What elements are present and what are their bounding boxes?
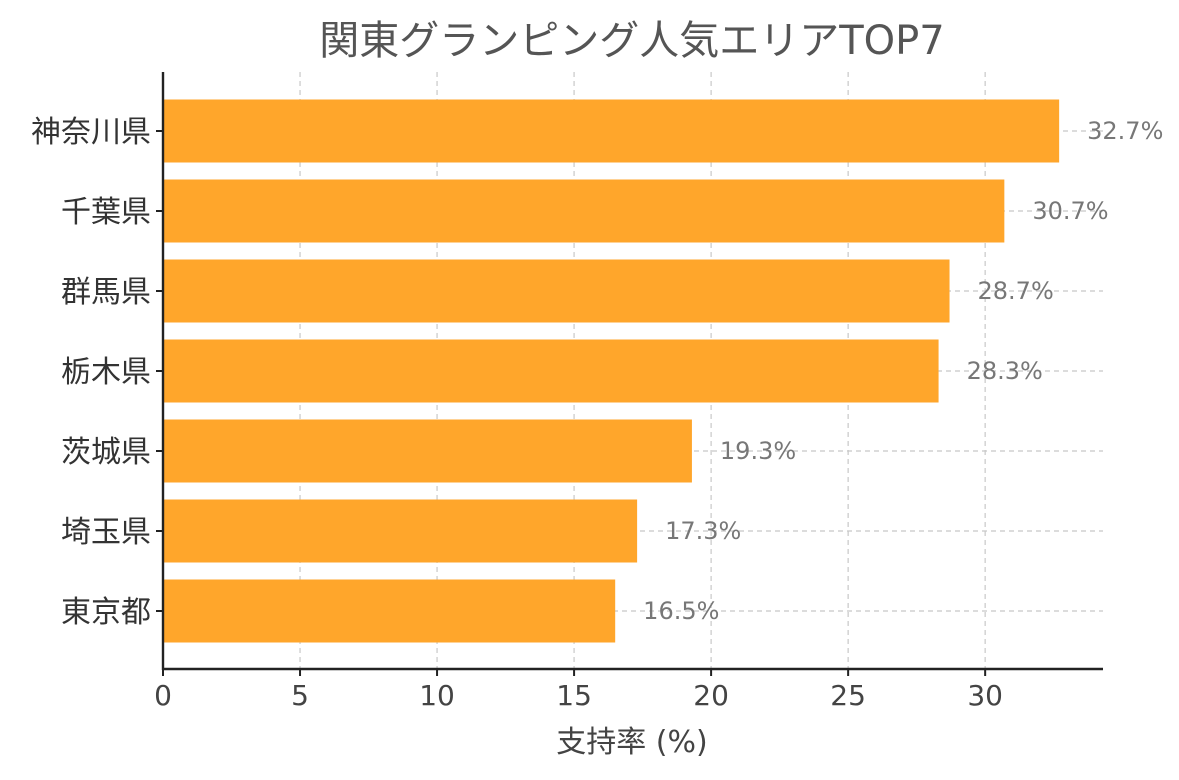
- x-tick-label: 20: [693, 679, 729, 712]
- data-label: 28.7%: [978, 277, 1054, 305]
- data-label-layer: 32.7% 30.7% 28.7% 28.3% 19.3% 17.3% 16.5%: [643, 117, 1163, 625]
- y-tick-label: 栃木県: [61, 355, 151, 390]
- x-tick-label: 30: [967, 679, 1003, 712]
- data-label: 19.3%: [720, 437, 796, 465]
- data-label: 30.7%: [1032, 197, 1108, 225]
- y-tick-label: 埼玉県: [61, 515, 151, 550]
- data-label: 17.3%: [665, 517, 741, 545]
- x-tick-label: 0: [154, 679, 172, 712]
- bar-layer: [163, 99, 1060, 643]
- chart-title: 関東グランピング人気エリアTOP7: [319, 18, 945, 64]
- x-tick-label: 25: [830, 679, 866, 712]
- bar: [163, 179, 1005, 243]
- y-tick-label: 神奈川県: [31, 115, 151, 150]
- bar: [163, 339, 939, 403]
- x-tick-label: 15: [556, 679, 592, 712]
- bar: [163, 99, 1060, 163]
- bar: [163, 259, 950, 323]
- x-axis-label: 支持率 (%): [556, 725, 707, 760]
- bar: [163, 499, 638, 563]
- y-tick-label: 東京都: [61, 595, 151, 630]
- bar: [163, 579, 616, 643]
- data-label: 32.7%: [1087, 117, 1163, 145]
- data-label: 16.5%: [643, 597, 719, 625]
- y-tick-label: 茨城県: [61, 435, 151, 470]
- bar: [163, 419, 692, 483]
- y-tick-label: 千葉県: [61, 195, 151, 230]
- y-tick-label: 群馬県: [61, 275, 151, 310]
- data-label: 28.3%: [967, 357, 1043, 385]
- x-tick-label: 5: [291, 679, 309, 712]
- x-tick-label: 10: [419, 679, 455, 712]
